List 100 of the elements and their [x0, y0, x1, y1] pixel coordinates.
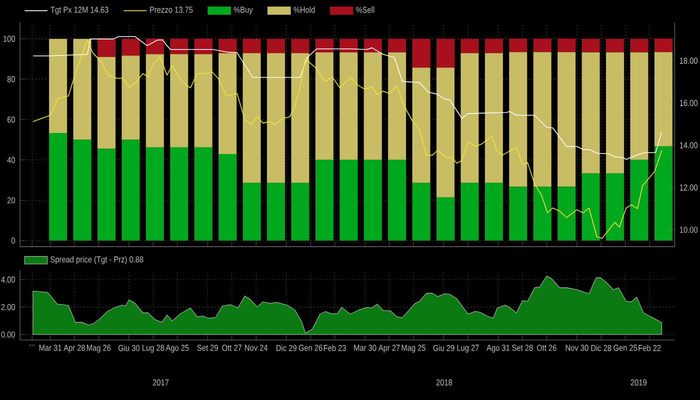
legend-label: Tgt Px 12M 14.63 [50, 6, 108, 15]
bar [484, 53, 503, 183]
bar [436, 197, 454, 241]
x-tick-label: ... [30, 344, 35, 346]
bar [436, 38, 454, 68]
legend-label: Spread price (Tgt - Prz) 0.88 [50, 256, 144, 264]
legend-label: %Hold [294, 6, 315, 13]
bar [122, 140, 140, 241]
x-tick-label: Apr 28 [64, 344, 85, 353]
bar [558, 38, 576, 52]
bar [146, 147, 164, 241]
bar [582, 173, 600, 241]
bar [170, 147, 188, 241]
line-series [32, 36, 662, 160]
bar [170, 54, 188, 148]
bar [654, 146, 672, 241]
y-tick-label: 4.00 [1, 276, 15, 283]
x-tick-label: Ago 25 [166, 344, 189, 353]
bar [315, 160, 334, 241]
bar [340, 160, 358, 241]
bar [218, 53, 237, 154]
x-tick-label: Feb 22 [638, 344, 661, 352]
y-tick-label: 0 [11, 238, 15, 244]
x-tick-label: Nov 30 [566, 344, 588, 351]
bar [97, 56, 116, 149]
x-tick-label: Lug 27 [457, 344, 479, 353]
text: 2017 [152, 379, 169, 386]
bar [146, 54, 164, 148]
y2-tick-label: 12.00 [680, 184, 698, 191]
bar [509, 38, 528, 52]
x-tick-label: Nov 24 [245, 344, 268, 351]
y-tick-label: 40 [7, 156, 15, 163]
text: 2019 [630, 379, 646, 386]
x-tick-label: Gen 26 [298, 344, 322, 351]
bar [606, 38, 624, 52]
line-series [32, 40, 662, 239]
bar [558, 186, 576, 241]
y-tick-label: 100 [4, 36, 15, 42]
bar [630, 52, 648, 160]
bar [630, 160, 648, 241]
bar [242, 182, 261, 241]
bar [388, 160, 406, 241]
bar [218, 38, 237, 54]
bar [194, 38, 212, 54]
bar [194, 54, 212, 148]
bar [122, 38, 140, 56]
bar [509, 52, 528, 187]
bar [315, 38, 334, 52]
legend-label: %Buy [234, 6, 253, 14]
x-tick-label: Giu 30 [118, 344, 140, 352]
x-tick-label: Dic 29 [276, 344, 296, 352]
x-tick-label: Set 28 [512, 344, 533, 351]
bar [291, 182, 310, 241]
y2-tick-label: 10.00 [680, 226, 698, 233]
bar [242, 38, 261, 54]
bar [509, 186, 528, 241]
bar [533, 52, 552, 187]
bar [388, 38, 406, 52]
x-tick-label: Mag 25 [402, 344, 426, 353]
bar [291, 53, 310, 183]
bar [484, 38, 503, 54]
x-tick-label: Feb 23 [324, 344, 346, 352]
bar [582, 52, 600, 174]
bar [606, 173, 624, 241]
bar [460, 38, 479, 54]
y-tick-label: 2.00 [1, 304, 15, 310]
bar [364, 52, 382, 160]
x-tick-label: Set 29 [197, 344, 218, 351]
x-tick-label: Ago 31 [486, 344, 510, 353]
x-tick-label: Dic 28 [591, 344, 612, 352]
x-tick-label: Mag 26 [87, 344, 111, 353]
bar [340, 38, 358, 52]
bar [49, 38, 68, 134]
bar [73, 140, 92, 241]
bar [97, 148, 116, 241]
y2-tick-label: 16.00 [680, 100, 698, 106]
bar [606, 52, 624, 174]
x-tick-label: Mar 31 [39, 344, 62, 351]
bar [533, 186, 552, 241]
bar [194, 147, 212, 241]
x-tick-label: Gen 25 [614, 344, 638, 351]
bar [170, 38, 188, 54]
y2-tick-label: 14.00 [680, 142, 698, 148]
bar [266, 38, 285, 54]
bar [654, 52, 672, 146]
x-tick-label: Mar 30 [354, 344, 376, 351]
bar [460, 53, 479, 183]
y-tick-label: 80 [7, 76, 15, 82]
bar [484, 182, 503, 241]
bar [218, 154, 237, 241]
y-tick-label: 20 [7, 197, 15, 204]
bar [266, 53, 285, 183]
bar [436, 68, 454, 198]
bar [412, 38, 430, 68]
bar [73, 38, 92, 140]
bar [582, 38, 600, 52]
text: 2018 [436, 379, 452, 386]
y-tick-label: 0.00 [1, 331, 15, 338]
x-tick-label: Giu 29 [433, 344, 454, 352]
bar [49, 133, 68, 241]
